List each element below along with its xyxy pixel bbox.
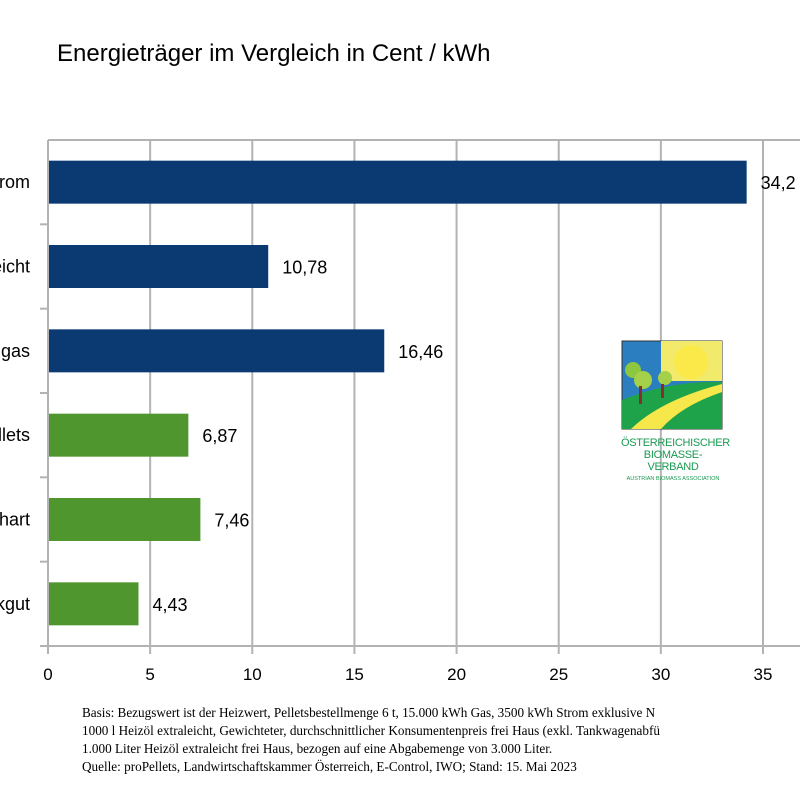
bar [49, 329, 385, 373]
x-tick-label: 25 [549, 665, 568, 684]
category-label: Erdgas [0, 341, 30, 361]
data-label: 4,43 [152, 595, 187, 615]
category-label: Hackgut [0, 594, 30, 614]
footnotes: Basis: Bezugswert ist der Heizwert, Pell… [82, 704, 660, 776]
gridlines [40, 139, 800, 654]
x-tick-label: 30 [651, 665, 670, 684]
footnote-line: Basis: Bezugswert ist der Heizwert, Pell… [82, 705, 656, 720]
bar [49, 582, 139, 626]
x-tick-label: 20 [447, 665, 466, 684]
x-tick-label: 0 [43, 665, 52, 684]
bar [49, 160, 747, 204]
data-label: 34,2 [761, 173, 796, 193]
bar [49, 498, 201, 541]
logo-image [621, 340, 723, 430]
bar [49, 245, 269, 288]
logo-line3: AUSTRIAN BIOMASS ASSOCIATION [626, 476, 720, 482]
bar [49, 413, 189, 457]
bar-chart: 0 5 10 15 20 25 30 35 Strom 34,2 Heizöl extraleich… [0, 139, 800, 684]
category-label: Strom [0, 172, 30, 192]
biomasse-verband-logo: ÖSTERREICHISCHER BIOMASSE-VERBAND AUSTRI… [621, 340, 730, 482]
labels: 0 5 10 15 20 25 30 35 Strom 34,2 Heizöl extraleich… [0, 172, 796, 684]
data-label: 16,46 [398, 342, 443, 362]
footnote-line: 1.000 Liter Heizöl extraleicht frei Haus… [82, 741, 553, 756]
x-tick-label: 5 [145, 665, 154, 684]
logo-line1: ÖSTERREICHISCHER [621, 437, 730, 449]
category-label: Brennholz hart [0, 510, 30, 530]
data-label: 6,87 [202, 426, 237, 446]
footnote-line: 1000 l Heizöl extraleicht, Gewichteter, … [82, 723, 660, 738]
category-label: Pellets [0, 425, 30, 445]
x-tick-label: 35 [754, 665, 773, 684]
category-label: Heizöl extraleicht [0, 257, 30, 277]
data-label: 10,78 [282, 258, 327, 278]
data-label: 7,46 [214, 511, 249, 531]
bars [49, 160, 747, 626]
logo-line2: BIOMASSE-VERBAND [643, 449, 703, 473]
x-tick-label: 15 [345, 665, 364, 684]
x-tick-label: 10 [243, 665, 262, 684]
chart-title: Energieträger im Vergleich in Cent / kWh [57, 40, 491, 67]
footnote-line: Quelle: proPellets, Landwirtschaftskamme… [82, 759, 577, 774]
